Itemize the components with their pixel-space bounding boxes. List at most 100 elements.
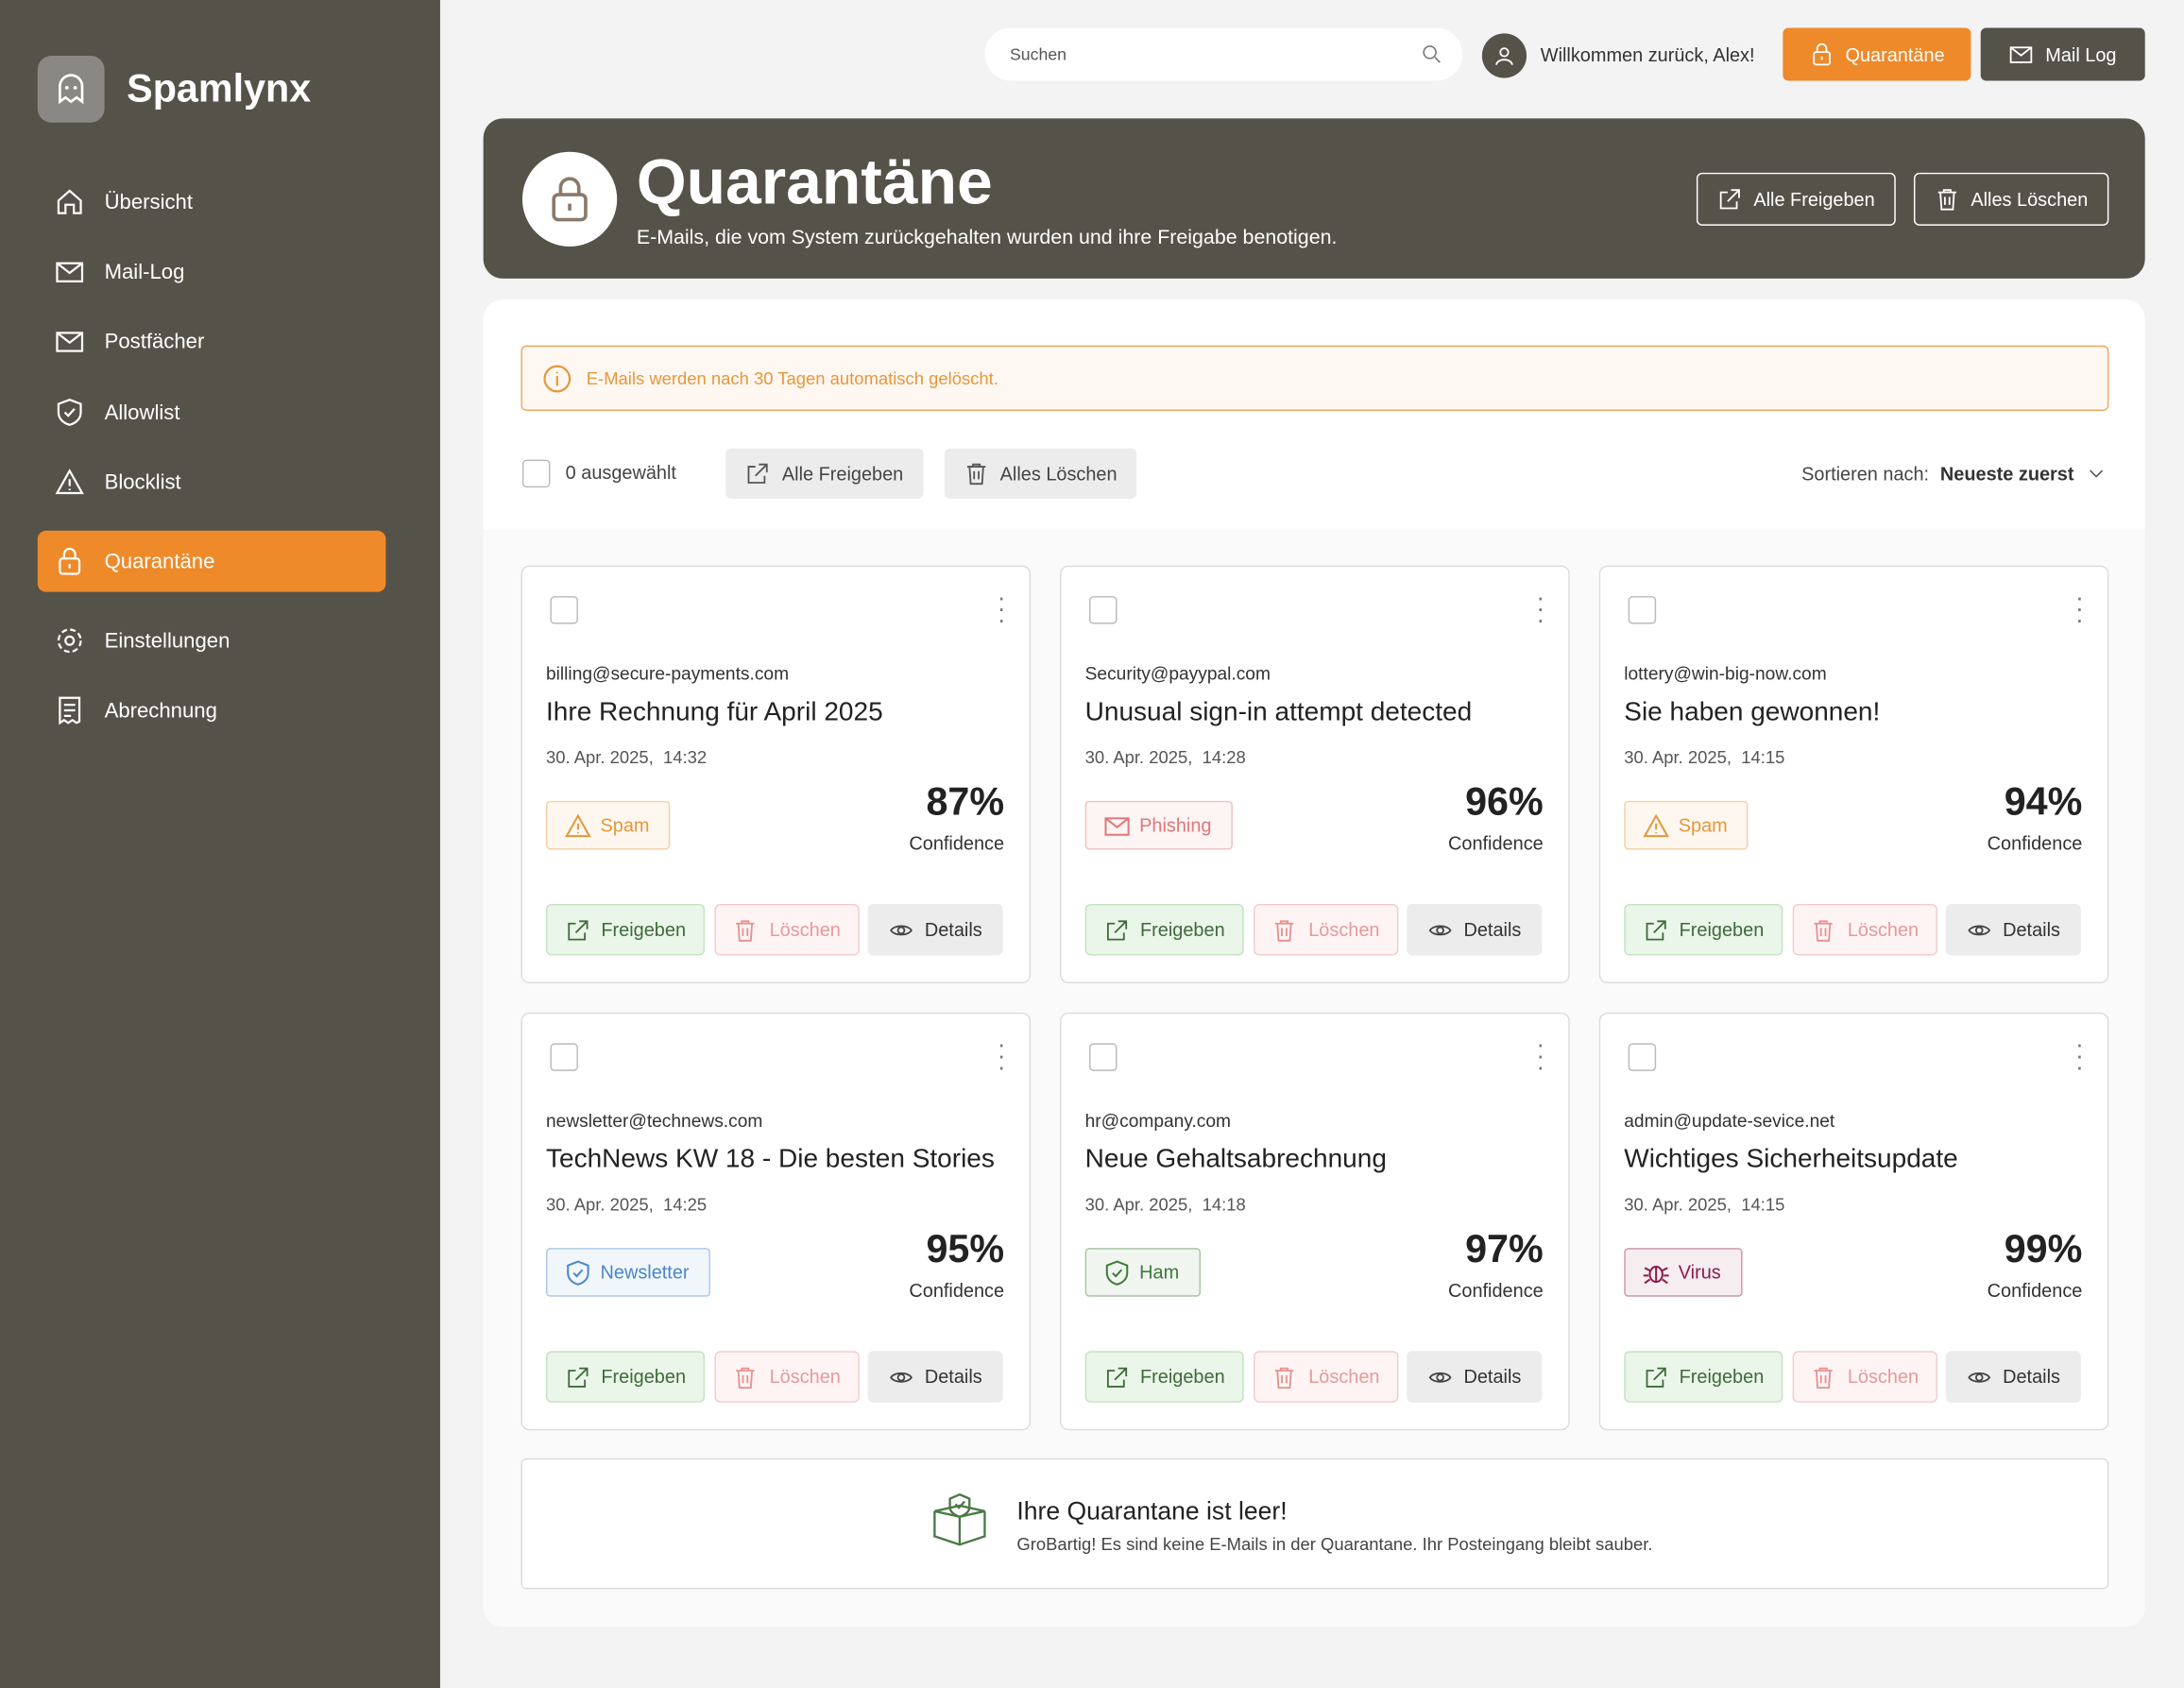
release-button[interactable]: Freigeben (1624, 1351, 1783, 1403)
card-checkbox[interactable] (1628, 1043, 1657, 1071)
card-menu[interactable]: · · · (997, 1031, 1006, 1082)
card-checkbox[interactable] (550, 1043, 578, 1071)
trash-icon (966, 463, 986, 486)
release-button[interactable]: Freigeben (546, 1351, 706, 1403)
share-icon (1106, 919, 1127, 940)
icon-part (59, 74, 84, 105)
select-all-checkbox[interactable] (521, 459, 551, 488)
share-icon (1646, 1366, 1666, 1388)
details-button[interactable]: Details (1407, 903, 1543, 956)
page-header: Quarantäne E-Mails, die vom System zurück… (483, 118, 2145, 279)
icon-part (889, 924, 913, 935)
icon-part (2010, 46, 2033, 57)
delete-button[interactable]: Löschen (1254, 1351, 1399, 1403)
confidence-label: Confidence (1987, 832, 2083, 854)
nav-label: Abrechnung (104, 698, 217, 723)
details-button[interactable]: Details (1945, 903, 2081, 956)
card-menu[interactable]: · · · (2074, 1031, 2084, 1082)
icon-part (2010, 46, 2033, 63)
mail-icon (2010, 46, 2033, 63)
sender: newsletter@technews.com (546, 1110, 763, 1132)
icon-part (1643, 1266, 1669, 1284)
subject: TechNews KW 18 - Die besten Stories (546, 1145, 995, 1174)
card-menu[interactable]: · · · (1536, 583, 1545, 634)
subject: Wichtiges Sicherheitsupdate (1624, 1145, 1958, 1174)
delete-button[interactable]: Löschen (714, 1351, 860, 1403)
icon-part (1423, 45, 1437, 60)
icon-part (1499, 47, 1510, 58)
release-button[interactable]: Freigeben (1624, 903, 1783, 956)
nav-item[interactable]: Abrechnung (38, 680, 386, 742)
icon-part (1815, 1366, 1834, 1389)
card-checkbox[interactable] (1089, 596, 1118, 624)
card-checkbox[interactable] (1628, 596, 1657, 624)
nav-item[interactable]: Mail-Log (38, 241, 386, 302)
icon-part (55, 469, 84, 495)
button-label: Löschen (1308, 919, 1380, 941)
top-button[interactable]: Mail Log (1980, 27, 2145, 81)
icon-part (1104, 816, 1130, 836)
category-badge: Phishing (1084, 800, 1233, 850)
welcome-text: Willkommen zurück, Alex! (1540, 44, 1755, 66)
details-button[interactable]: Details (867, 1351, 1003, 1403)
share-icon (567, 919, 588, 940)
box-icon (933, 1492, 986, 1546)
empty-state: Ihre Quarantane ist leer! GroBartig! Es s… (520, 1458, 2109, 1590)
details-button[interactable]: Details (1945, 1351, 2081, 1403)
delete-button[interactable]: Löschen (1792, 1351, 1938, 1403)
release-button[interactable]: Freigeben (546, 903, 706, 956)
toolbar-button[interactable]: Alles Löschen (944, 448, 1137, 499)
button-label: Freigeben (601, 1366, 687, 1388)
eye-icon (889, 1372, 913, 1382)
icon-part (1275, 919, 1294, 941)
toolbar-button[interactable]: Alle Freigeben (725, 448, 924, 499)
trash-icon (1275, 1366, 1294, 1389)
trash-icon (736, 1366, 756, 1389)
icon-part (1495, 59, 1513, 65)
icon-part (1968, 1372, 1990, 1382)
button-label: Alle Freigeben (1753, 188, 1875, 210)
share-icon (748, 463, 769, 484)
card-menu[interactable]: · · · (997, 583, 1006, 634)
lock-icon (59, 547, 81, 575)
share-icon (1646, 919, 1666, 940)
icon-part (59, 696, 81, 725)
email-card: · · · lottery@win-big-now.com Sie haben gewo… (1598, 565, 2109, 983)
date: 30. Apr. 2025, 14:28 (1084, 747, 1246, 768)
card-menu[interactable]: · · · (2074, 583, 2084, 634)
card-checkbox[interactable] (550, 596, 578, 624)
icon-part (966, 463, 986, 486)
share-icon (567, 1366, 588, 1388)
header-button[interactable]: Alles Löschen (1913, 172, 2109, 226)
email-card: · · · Security@payypal.com Unusual sign-in a… (1060, 565, 1570, 983)
sort[interactable]: Sortieren nach: Neueste zuerst (1737, 458, 2107, 488)
confidence-label: Confidence (1448, 832, 1544, 854)
card-checkbox[interactable] (1089, 1043, 1118, 1071)
nav-item[interactable]: Einstellungen (38, 610, 386, 672)
delete-button[interactable]: Löschen (1792, 903, 1938, 956)
icon-part (552, 193, 588, 222)
details-button[interactable]: Details (1407, 1351, 1543, 1403)
top-button[interactable]: Quarantäne (1783, 27, 1971, 81)
nav-item[interactable]: Quarantäne (37, 530, 386, 592)
delete-button[interactable]: Löschen (1254, 903, 1399, 956)
button-label: Alles Löschen (999, 463, 1118, 485)
header-button[interactable]: Alle Freigeben (1696, 172, 1896, 226)
search-box[interactable]: Suchen (984, 27, 1463, 81)
date: 30. Apr. 2025, 14:15 (1624, 747, 1785, 768)
trash-icon (736, 919, 756, 941)
nav-item[interactable]: Blocklist (38, 452, 386, 513)
nav-item[interactable]: Übersicht (38, 171, 386, 232)
delete-button[interactable]: Löschen (714, 903, 860, 956)
details-button[interactable]: Details (867, 903, 1003, 956)
eye-icon (1428, 924, 1452, 935)
nav-item[interactable]: Postfächer (38, 311, 386, 372)
nav-item[interactable]: Allowlist (38, 382, 386, 443)
icon-part (56, 262, 84, 282)
release-button[interactable]: Freigeben (1084, 903, 1244, 956)
release-button[interactable]: Freigeben (1084, 1351, 1244, 1403)
card-menu[interactable]: · · · (1536, 1031, 1545, 1082)
avatar[interactable] (1481, 33, 1527, 78)
icon-part (1428, 1372, 1452, 1382)
